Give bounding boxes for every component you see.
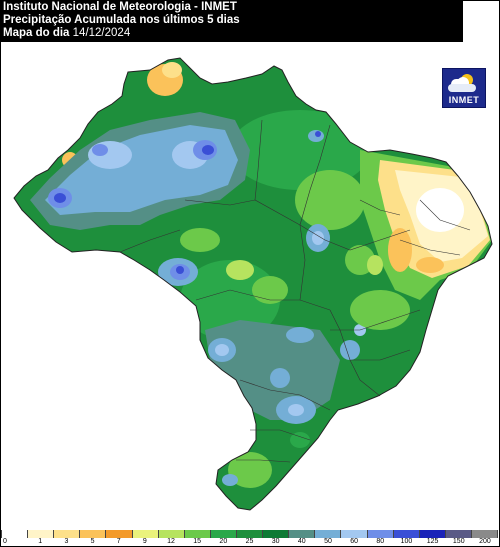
legend-swatch <box>106 530 133 538</box>
state-borders <box>119 119 471 463</box>
legend-label: 15 <box>193 538 202 545</box>
legend-label: 30 <box>271 538 280 545</box>
legend-labels: 0 1 3 5 7 9 12 15 20 25 30 40 50 60 80 100 125 150 200 <box>0 538 500 547</box>
legend-label: 200 <box>479 538 491 545</box>
legend-label: 50 <box>324 538 332 545</box>
legend-label: 125 <box>426 538 439 545</box>
legend-label: 25 <box>245 538 254 545</box>
legend-swatch <box>54 530 81 538</box>
header-subtitle: Precipitação Acumulada nos últimos 5 dia… <box>3 14 240 26</box>
legend-swatch <box>315 530 342 538</box>
legend-label: 5 <box>90 538 95 545</box>
legend-swatch <box>341 530 368 538</box>
header-date-row: Mapa do dia 14/12/2024 <box>3 27 463 40</box>
legend-swatch <box>236 530 264 538</box>
legend-label: 12 <box>167 538 175 545</box>
legend-swatch <box>263 530 290 538</box>
inmet-logo: INMET <box>442 68 486 108</box>
legend-label: 100 <box>400 538 413 545</box>
map-header: Instituto Nacional de Meteorologia - INM… <box>0 0 463 42</box>
precipitation-map <box>13 57 493 511</box>
legend-label: 3 <box>64 538 69 545</box>
legend-swatch <box>184 530 211 538</box>
header-date-value: 14/12/2024 <box>72 27 131 39</box>
header-title: Instituto Nacional de Meteorologia - INM… <box>3 1 237 13</box>
legend-label: 150 <box>452 538 465 545</box>
legend-swatch <box>445 530 472 538</box>
legend-swatch <box>210 530 237 538</box>
legend-swatch <box>289 530 316 538</box>
logo-text: INMET <box>448 95 480 105</box>
precipitation-legend <box>1 530 499 538</box>
legend-swatch <box>419 530 446 538</box>
legend-swatch <box>393 530 420 538</box>
header-date-label: Mapa do dia <box>3 27 70 39</box>
legend-label: 60 <box>350 538 359 545</box>
legend-swatch <box>28 530 55 538</box>
precipitation-layers <box>30 62 492 488</box>
legend-swatch <box>132 530 159 538</box>
legend-label: 40 <box>297 538 306 545</box>
legend-label: 0 <box>3 538 7 545</box>
legend-label: 7 <box>116 538 121 545</box>
legend-swatch <box>1 530 29 538</box>
legend-label: 1 <box>38 538 43 545</box>
legend-label: 9 <box>142 538 147 545</box>
legend-label: 20 <box>219 538 228 545</box>
legend-swatch <box>471 530 499 538</box>
legend-swatch <box>367 530 394 538</box>
legend-swatch <box>80 530 107 538</box>
legend-label: 80 <box>376 538 385 545</box>
legend-swatch <box>158 530 185 538</box>
